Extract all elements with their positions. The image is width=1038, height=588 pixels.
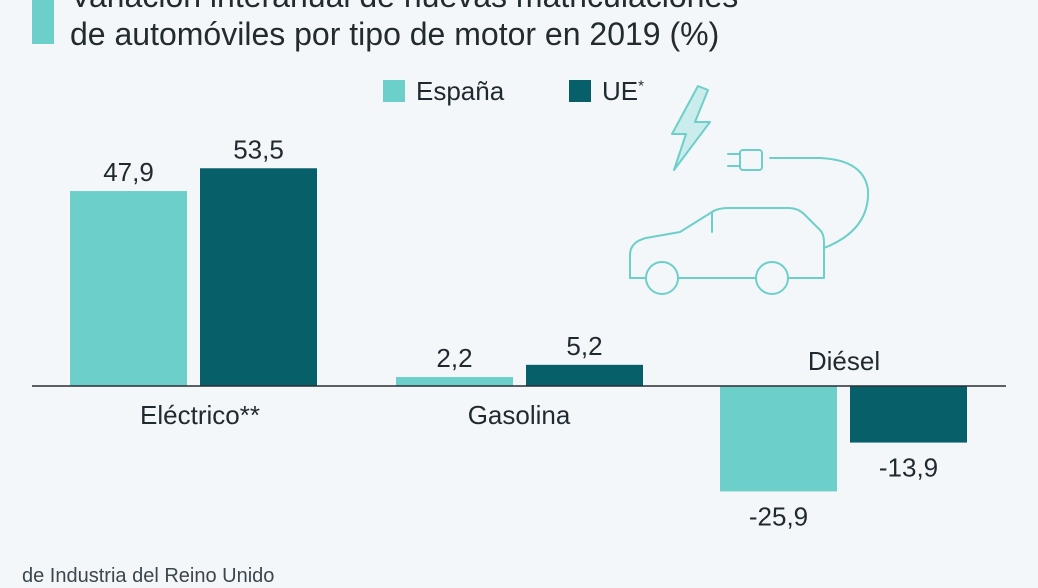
category-label-1: Gasolina: [468, 400, 571, 430]
legend-item-espana: España: [383, 76, 504, 106]
lightning-bolt-icon: [671, 85, 711, 171]
legend-label-ue-sup: *: [638, 77, 644, 95]
data-label-ue-1: 5,2: [566, 331, 602, 361]
legend-swatch-espana: [383, 80, 405, 102]
data-label-espana-1: 2,2: [436, 343, 472, 373]
category-label-0: Eléctrico**: [140, 400, 260, 430]
electric-car-plug-icon: [629, 85, 870, 295]
data-label-espana-2: -25,9: [749, 501, 808, 531]
legend-item-ue: UE*: [569, 76, 644, 106]
bar-ue-1: [526, 364, 643, 386]
legend-label-espana: España: [416, 76, 505, 106]
data-label-ue-0: 53,5: [233, 134, 284, 164]
bar-espana-2: [720, 386, 837, 492]
source-note: de Industria del Reino Unido: [22, 565, 275, 587]
bar-chart: 47,9 2,2 -25,9 53,5 5,2 -13,9 Eléctrico** Gasol…: [32, 134, 1006, 531]
chart-title-line-2: de automóviles por tipo de motor en 2019…: [70, 16, 720, 52]
data-label-espana-0: 47,9: [103, 157, 154, 187]
data-label-ue-2: -13,9: [879, 453, 938, 483]
category-label-2: Diésel: [808, 346, 880, 376]
bar-ue-2: [850, 386, 967, 443]
bar-espana-0: [70, 191, 187, 386]
legend-label-ue: UE*: [602, 76, 644, 106]
bar-ue-0: [200, 168, 317, 386]
legend-swatch-ue: [569, 80, 591, 102]
legend-label-ue-text: UE: [602, 76, 639, 106]
bar-espana-1: [396, 377, 513, 386]
title-accent-bar: [32, 0, 54, 44]
chart-title-line-1: Variación interanual de nuevas matricula…: [70, 0, 738, 14]
